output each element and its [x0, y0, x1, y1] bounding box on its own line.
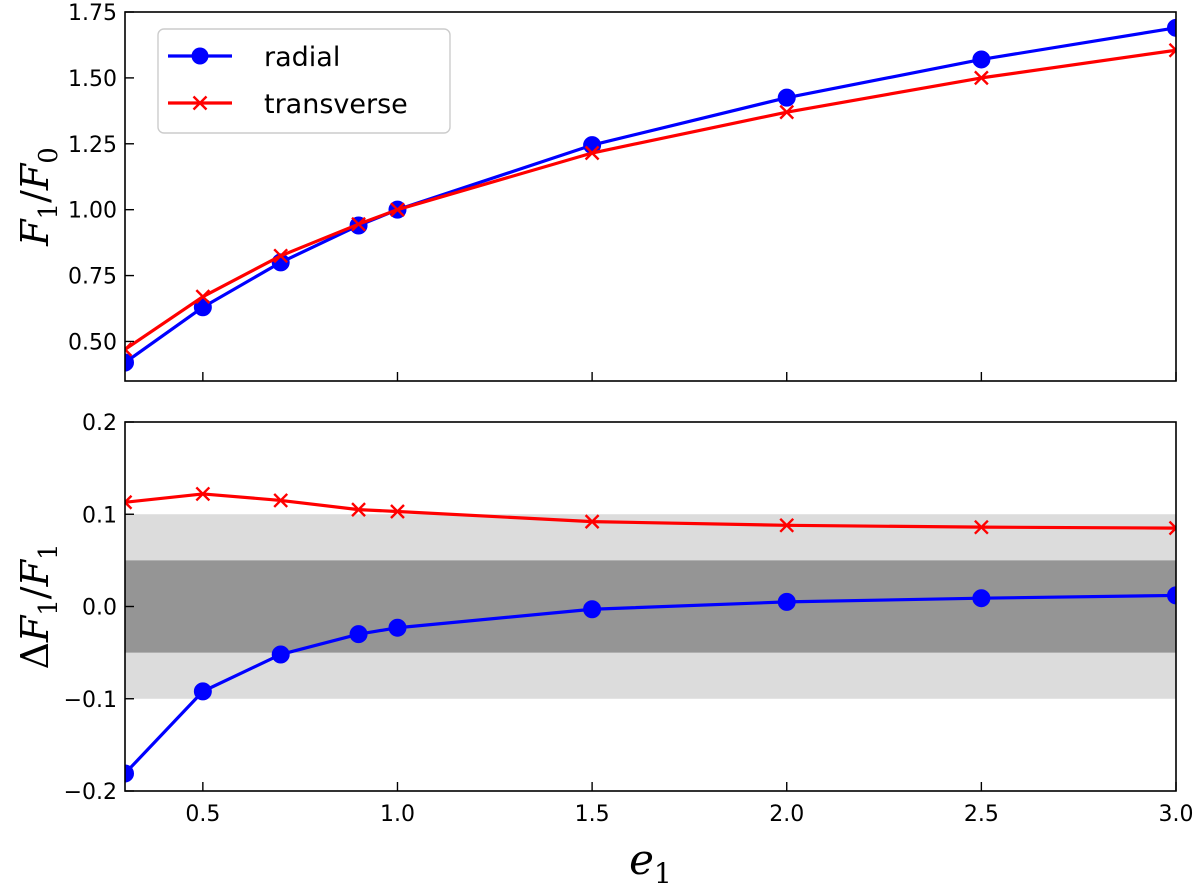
y-tick-label: 0.50 [68, 330, 117, 355]
series-transverse-point [273, 493, 289, 508]
series-transverse-point [584, 145, 600, 161]
y-axis-label: ΔF1/F1 [13, 543, 64, 669]
legend-marker [192, 95, 208, 111]
y-axis-label: F1/F0 [13, 147, 64, 247]
y-tick-label: 1.00 [68, 199, 117, 224]
series-transverse-point [779, 517, 795, 533]
series-radial-point [271, 645, 290, 664]
series-transverse-point [974, 70, 989, 86]
series-transverse-point [195, 486, 211, 502]
series-radial-point [125, 353, 134, 372]
series-transverse-point [125, 494, 133, 510]
y-tick-label: 1.25 [68, 133, 117, 158]
legend-item-radial: radial [168, 42, 340, 73]
y-tick-label: 0.1 [82, 503, 117, 528]
series-radial-point [583, 600, 602, 619]
bottom-panel: −0.2 −0.1 0.0 0.1 0.2 0.5 1.0 1.5 2.0 2.5 3.0 ΔF1/F… [13, 411, 1194, 888]
series-transverse-point [779, 104, 795, 120]
legend-label: transverse [264, 89, 408, 120]
plot-area [125, 18, 1176, 372]
series-radial-point [777, 88, 796, 107]
series-transverse-point [974, 519, 989, 535]
top-panel: 0.50 0.75 1.00 1.25 1.50 1.75 F1/F0 radial trans… [13, 1, 1177, 382]
y-tick-label: 0.0 [82, 596, 117, 621]
series-radial-point [972, 589, 991, 608]
x-axis-label: e1 [629, 835, 672, 888]
plot-area [125, 486, 1176, 783]
series-radial-point [1167, 586, 1176, 605]
x-tick-label: 2.5 [964, 802, 999, 827]
series-radial-point [193, 298, 212, 317]
series-transverse-point [390, 504, 405, 519]
x-tick-label: 1.5 [575, 802, 610, 827]
y-tick-label: 1.75 [68, 1, 117, 26]
x-tick-label: 1.0 [380, 802, 415, 827]
y-tick-label: 0.75 [68, 265, 117, 290]
series-radial-point [125, 764, 134, 783]
series-transverse-point [195, 289, 211, 305]
legend-marker [191, 47, 209, 65]
x-tick-label: 2.0 [769, 802, 804, 827]
x-tick-label: 3.0 [1159, 802, 1194, 827]
legend: radial transverse [157, 28, 451, 134]
y-tick-label: −0.2 [64, 780, 117, 805]
legend-item-transverse: transverse [168, 89, 408, 120]
series-radial-point [1167, 18, 1176, 37]
series-radial-point [777, 592, 796, 611]
series-radial-point [193, 682, 212, 701]
legend-label: radial [264, 42, 340, 73]
series-transverse-point [125, 342, 133, 357]
series-transverse-point [390, 202, 405, 218]
series-transverse-point [273, 248, 289, 264]
series-radial-point [972, 50, 991, 69]
series-transverse-point [351, 216, 366, 232]
y-tick-label: 1.50 [68, 67, 117, 92]
x-tick-label: 0.5 [185, 802, 220, 827]
y-tick-label: 0.2 [82, 411, 117, 436]
y-tick-label: −0.1 [64, 688, 117, 713]
series-radial-point [349, 625, 368, 644]
series-radial-point [388, 618, 407, 637]
series-transverse-point [1168, 520, 1176, 536]
axes-frame [124, 11, 1177, 382]
series-transverse-point [351, 502, 366, 517]
series-transverse-point [584, 514, 600, 529]
series-transverse-point [1168, 42, 1176, 58]
